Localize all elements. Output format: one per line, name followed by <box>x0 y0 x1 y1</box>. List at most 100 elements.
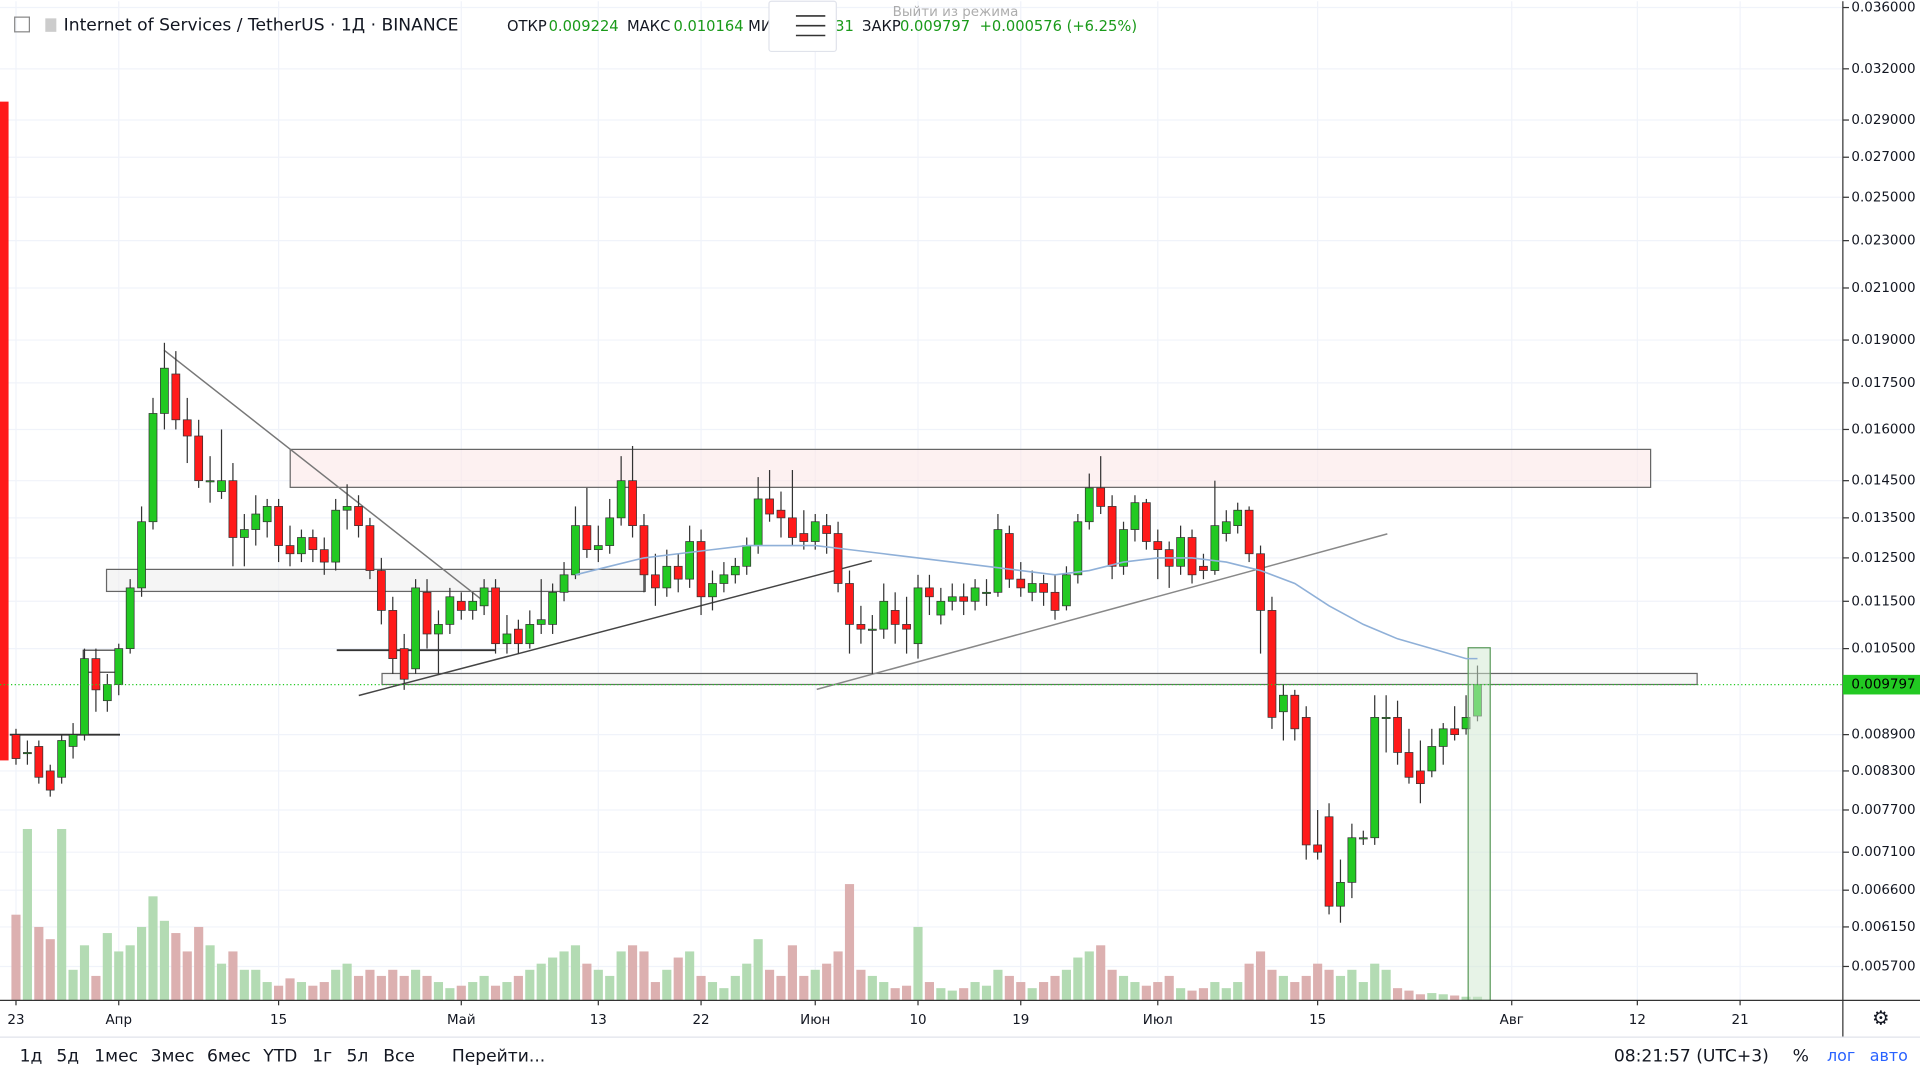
exit-mode-popup[interactable]: Выйти из режима <box>893 5 1019 20</box>
volume-bar <box>445 988 455 1001</box>
goto-button[interactable]: Перейти... <box>452 1047 545 1067</box>
volume-bar <box>981 985 992 1001</box>
volume-bar <box>114 951 124 1001</box>
candle-body <box>285 545 295 555</box>
candle-body <box>239 529 249 538</box>
candle-body <box>376 570 386 611</box>
offscreen-candle <box>0 101 9 761</box>
candle-body <box>468 600 478 611</box>
candle-body <box>845 583 854 625</box>
candle-body <box>708 583 717 598</box>
candle-body <box>559 574 569 593</box>
settings-icon[interactable]: ⚙ <box>1872 1006 1890 1029</box>
volume-bar <box>844 884 855 1001</box>
candle-body <box>354 506 363 526</box>
volume-bar <box>22 828 32 1001</box>
expand-icon[interactable] <box>14 16 30 33</box>
volume-bar <box>502 982 512 1001</box>
candle-body <box>1016 578 1026 589</box>
symbol-title[interactable]: Internet of Services / TetherUS · 1Д · B… <box>64 16 459 36</box>
candle-body <box>411 587 420 670</box>
percent-button[interactable]: % <box>1793 1047 1809 1067</box>
volume-bar <box>11 914 21 1001</box>
volume-bar <box>1267 969 1277 1001</box>
candle-body <box>182 419 192 437</box>
volume-bar <box>251 969 261 1001</box>
candle-body <box>479 587 489 607</box>
candle-body <box>1290 694 1300 730</box>
range-button[interactable]: Все <box>383 1047 415 1067</box>
close-value: 0.009797 <box>900 18 970 35</box>
range-button[interactable]: YTD <box>262 1047 297 1067</box>
range-button[interactable]: 6мес <box>207 1047 251 1067</box>
volume-bar <box>1050 975 1060 1001</box>
candle-body <box>137 521 146 589</box>
volume-bar <box>1347 969 1357 1001</box>
volume-bar <box>216 963 227 1001</box>
candle-body <box>399 648 409 680</box>
candle-body <box>696 541 706 598</box>
volume-bar <box>662 969 672 1001</box>
volume-bar <box>308 985 318 1001</box>
candle-body <box>1199 565 1208 571</box>
volume-bar <box>1187 990 1197 1001</box>
candle-body <box>799 533 809 542</box>
range-button[interactable]: 1г <box>312 1047 332 1067</box>
candle-body <box>1233 509 1243 526</box>
x-tick-label: 15 <box>1309 1013 1326 1028</box>
volume-bar <box>867 975 877 1001</box>
volume-bar <box>433 982 444 1001</box>
volume-bar <box>262 982 272 1001</box>
candle-body <box>719 574 729 584</box>
range-button[interactable]: 1мес <box>94 1047 138 1067</box>
resistance-zone <box>289 448 1652 488</box>
candle-body <box>1358 837 1368 840</box>
candle-body <box>1267 610 1277 718</box>
volume-bar <box>730 975 740 1001</box>
candle-body <box>45 770 55 791</box>
y-tick-label: 0.017500 <box>1851 376 1915 391</box>
candle-body <box>1107 506 1117 567</box>
volume-bar <box>1107 969 1117 1001</box>
price-axis <box>1842 1 1920 1038</box>
y-tick-label: 0.032000 <box>1851 62 1915 77</box>
volume-bar <box>685 951 695 1001</box>
y-tick-label: 0.007100 <box>1851 845 1915 860</box>
volume-bar <box>525 969 535 1001</box>
volume-bar <box>833 951 843 1001</box>
volume-bar <box>194 926 204 1001</box>
candle-body <box>194 435 204 482</box>
range-button[interactable]: 1д <box>20 1047 43 1067</box>
candle-body <box>319 549 329 563</box>
low-label: МИ <box>748 18 772 35</box>
volume-bar <box>1027 988 1037 1001</box>
volume-bar <box>1392 988 1403 1001</box>
candle-body <box>1073 521 1083 576</box>
volume-bar <box>1039 982 1049 1001</box>
candle-body <box>605 517 615 546</box>
volume-bar <box>1233 982 1243 1001</box>
y-tick-label: 0.007700 <box>1851 803 1915 818</box>
auto-button[interactable]: авто <box>1870 1046 1908 1065</box>
candle-body <box>91 658 101 691</box>
volume-bar <box>650 982 660 1001</box>
candle-body <box>456 600 466 611</box>
candle-body <box>1450 728 1460 735</box>
log-button[interactable]: лог <box>1827 1046 1855 1065</box>
candle-body <box>125 587 135 649</box>
volume-bar <box>125 945 135 1001</box>
range-button[interactable]: 5л <box>347 1047 369 1067</box>
volume-bar <box>1290 982 1300 1001</box>
volume-bar <box>1381 969 1391 1001</box>
range-button[interactable]: 5д <box>56 1047 79 1067</box>
candle-body <box>856 624 866 630</box>
open-value: 0.009224 <box>549 18 619 35</box>
volume-bar <box>753 939 763 1001</box>
y-tick-label: 0.016000 <box>1851 422 1915 437</box>
range-button[interactable]: 3мес <box>151 1047 195 1067</box>
candle-body <box>925 587 934 598</box>
candle-body <box>890 610 900 625</box>
candle-body <box>80 658 89 735</box>
